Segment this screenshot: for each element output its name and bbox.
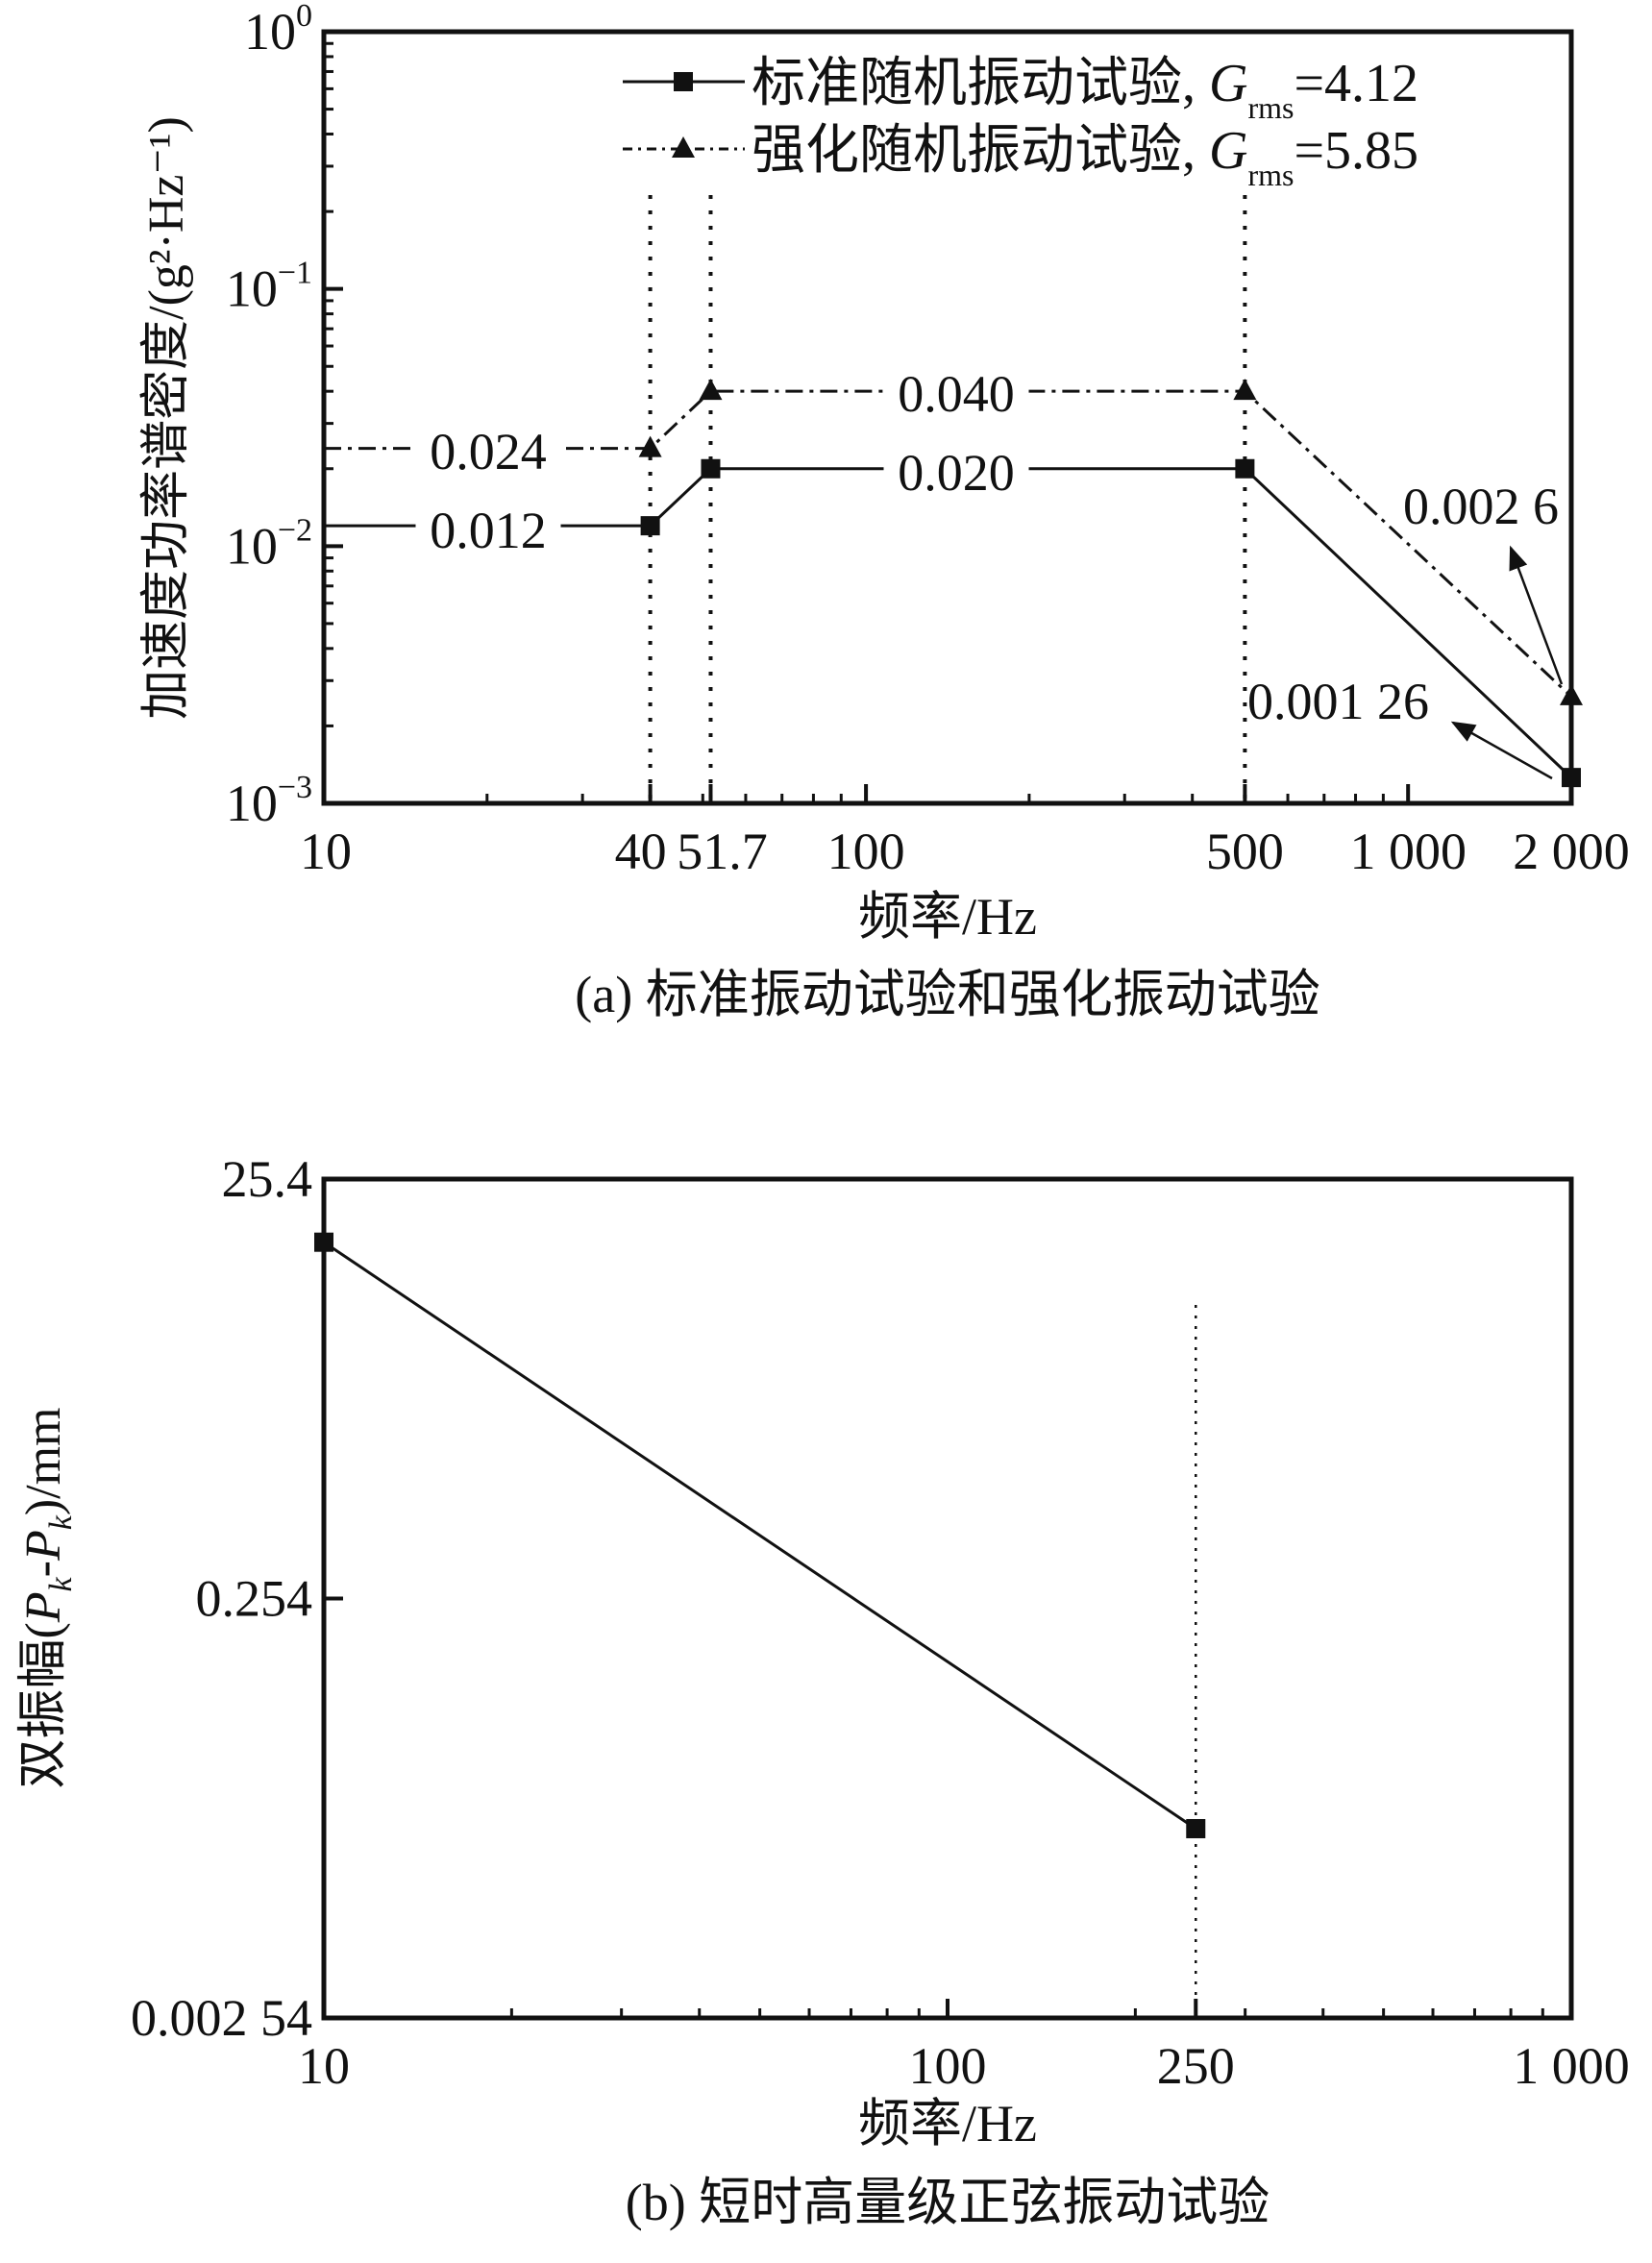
y-tick-exponent: −1: [278, 256, 312, 291]
x-tick-label: 40: [615, 823, 667, 880]
y-title-main: 双振幅(: [16, 1622, 71, 1788]
x-tick-label: 500: [1206, 823, 1284, 880]
annotation-label: 0.024: [430, 423, 547, 480]
y-title-k1: k: [43, 1576, 79, 1591]
y-title-p2: P: [16, 1530, 71, 1562]
y-tick-label: 10−1: [226, 256, 312, 318]
marker-square: [1186, 1818, 1206, 1838]
annotation-bg: [415, 505, 561, 557]
annotation-arrow: [1450, 721, 1553, 780]
y-title-k2: k: [43, 1514, 79, 1530]
plot-frame: [321, 29, 1574, 806]
y-tick-label: 25.4: [222, 1150, 313, 1208]
annotation-label: 0.001 26: [1247, 673, 1429, 730]
legend-symbol: G: [1209, 54, 1247, 113]
x-axis-title: 频率/Hz: [858, 2095, 1037, 2152]
legend-subscript: rms: [1247, 158, 1294, 192]
x-tick-label: 10: [300, 823, 352, 880]
y-tick-base: 10: [244, 3, 296, 61]
y-tick-label: 0.254: [196, 1570, 313, 1628]
chart-b: 10 100 250 1 000 25.4 0.254 0.002 54 频率/Hz 双振幅…: [16, 1150, 1630, 2231]
plot-frame: [321, 1176, 1574, 2021]
marker-square: [1235, 458, 1255, 479]
y-title-end: )/mm: [16, 1407, 71, 1515]
legend-name: 标准随机振动试验,: [752, 54, 1209, 113]
y-axis-title: 双振幅(Pk-Pk)/mm: [16, 1407, 79, 1788]
marker-triangle: [672, 136, 695, 158]
marker-square: [701, 458, 721, 479]
caption: (b) 短时高量级正弦振动试验: [626, 2174, 1270, 2231]
y-tick-base: 10: [226, 260, 278, 318]
x-tick-label: 100: [827, 823, 905, 880]
axis-ticks: 10 100 250 1 000 25.4 0.254 0.002 54: [131, 1150, 1630, 2095]
legend-name: 强化随机振动试验,: [752, 121, 1209, 181]
series-line-0: [323, 1241, 1197, 1831]
legend-value: =4.12: [1294, 54, 1418, 113]
marker-triangle: [699, 379, 723, 401]
caption: (a) 标准振动试验和强化振动试验: [575, 966, 1319, 1023]
legend-symbol: G: [1209, 121, 1247, 181]
legend-label-1: 强化随机振动试验, Grms=5.85: [752, 121, 1418, 192]
x-tick-label: 1 000: [1513, 2037, 1630, 2095]
x-tick-label: 51.7: [677, 823, 768, 880]
annotation-bg: [883, 369, 1029, 421]
y-tick-base: 10: [226, 517, 278, 575]
marker-square: [674, 72, 693, 91]
annotation-label: 0.002 6: [1403, 478, 1559, 535]
annotation-label: 0.012: [430, 502, 547, 559]
legend-subscript: rms: [1247, 90, 1294, 125]
x-tick-label: 2 000: [1513, 823, 1630, 880]
marker-triangle: [638, 435, 662, 457]
marker-triangle: [1233, 379, 1257, 401]
annotation-label: 0.040: [898, 365, 1015, 423]
x-axis-title: 频率/Hz: [858, 888, 1037, 946]
y-axis-title: 加速度功率谱密度/(g²·Hz⁻¹): [139, 116, 194, 720]
y-tick-label: 10−2: [226, 512, 312, 575]
x-tick-label: 10: [298, 2037, 350, 2095]
y-tick-exponent: −2: [278, 512, 312, 548]
annotation-arrow: [1509, 545, 1564, 685]
y-tick-exponent: −3: [278, 770, 312, 805]
marker-square: [640, 516, 660, 536]
y-tick-exponent: 0: [296, 0, 312, 34]
y-tick-base: 10: [226, 775, 278, 832]
x-tick-label: 1 000: [1349, 823, 1467, 880]
y-tick-label: 100: [244, 0, 312, 61]
annotation-label: 0.020: [898, 444, 1015, 502]
legend-value: =5.85: [1294, 121, 1418, 181]
y-title-dash: -: [16, 1561, 71, 1577]
annotations: 0.024 0.012 0.040 0.020 0.002 6 0.001 26: [415, 365, 1564, 780]
y-title-p1: P: [16, 1591, 71, 1623]
annotation-bg: [883, 448, 1029, 500]
x-tick-label: 100: [909, 2037, 987, 2095]
series-group: [314, 1232, 1206, 1838]
chart-a: 10 40 51.7 100 500 1 000 2 00010010−110−210−3 …: [139, 0, 1630, 1023]
y-tick-label: 0.002 54: [131, 1989, 312, 2047]
legend-label-0: 标准随机振动试验, Grms=4.12: [752, 54, 1418, 125]
y-tick-label: 10−3: [226, 770, 312, 832]
annotation-bg: [415, 427, 561, 479]
x-tick-label: 250: [1157, 2037, 1235, 2095]
